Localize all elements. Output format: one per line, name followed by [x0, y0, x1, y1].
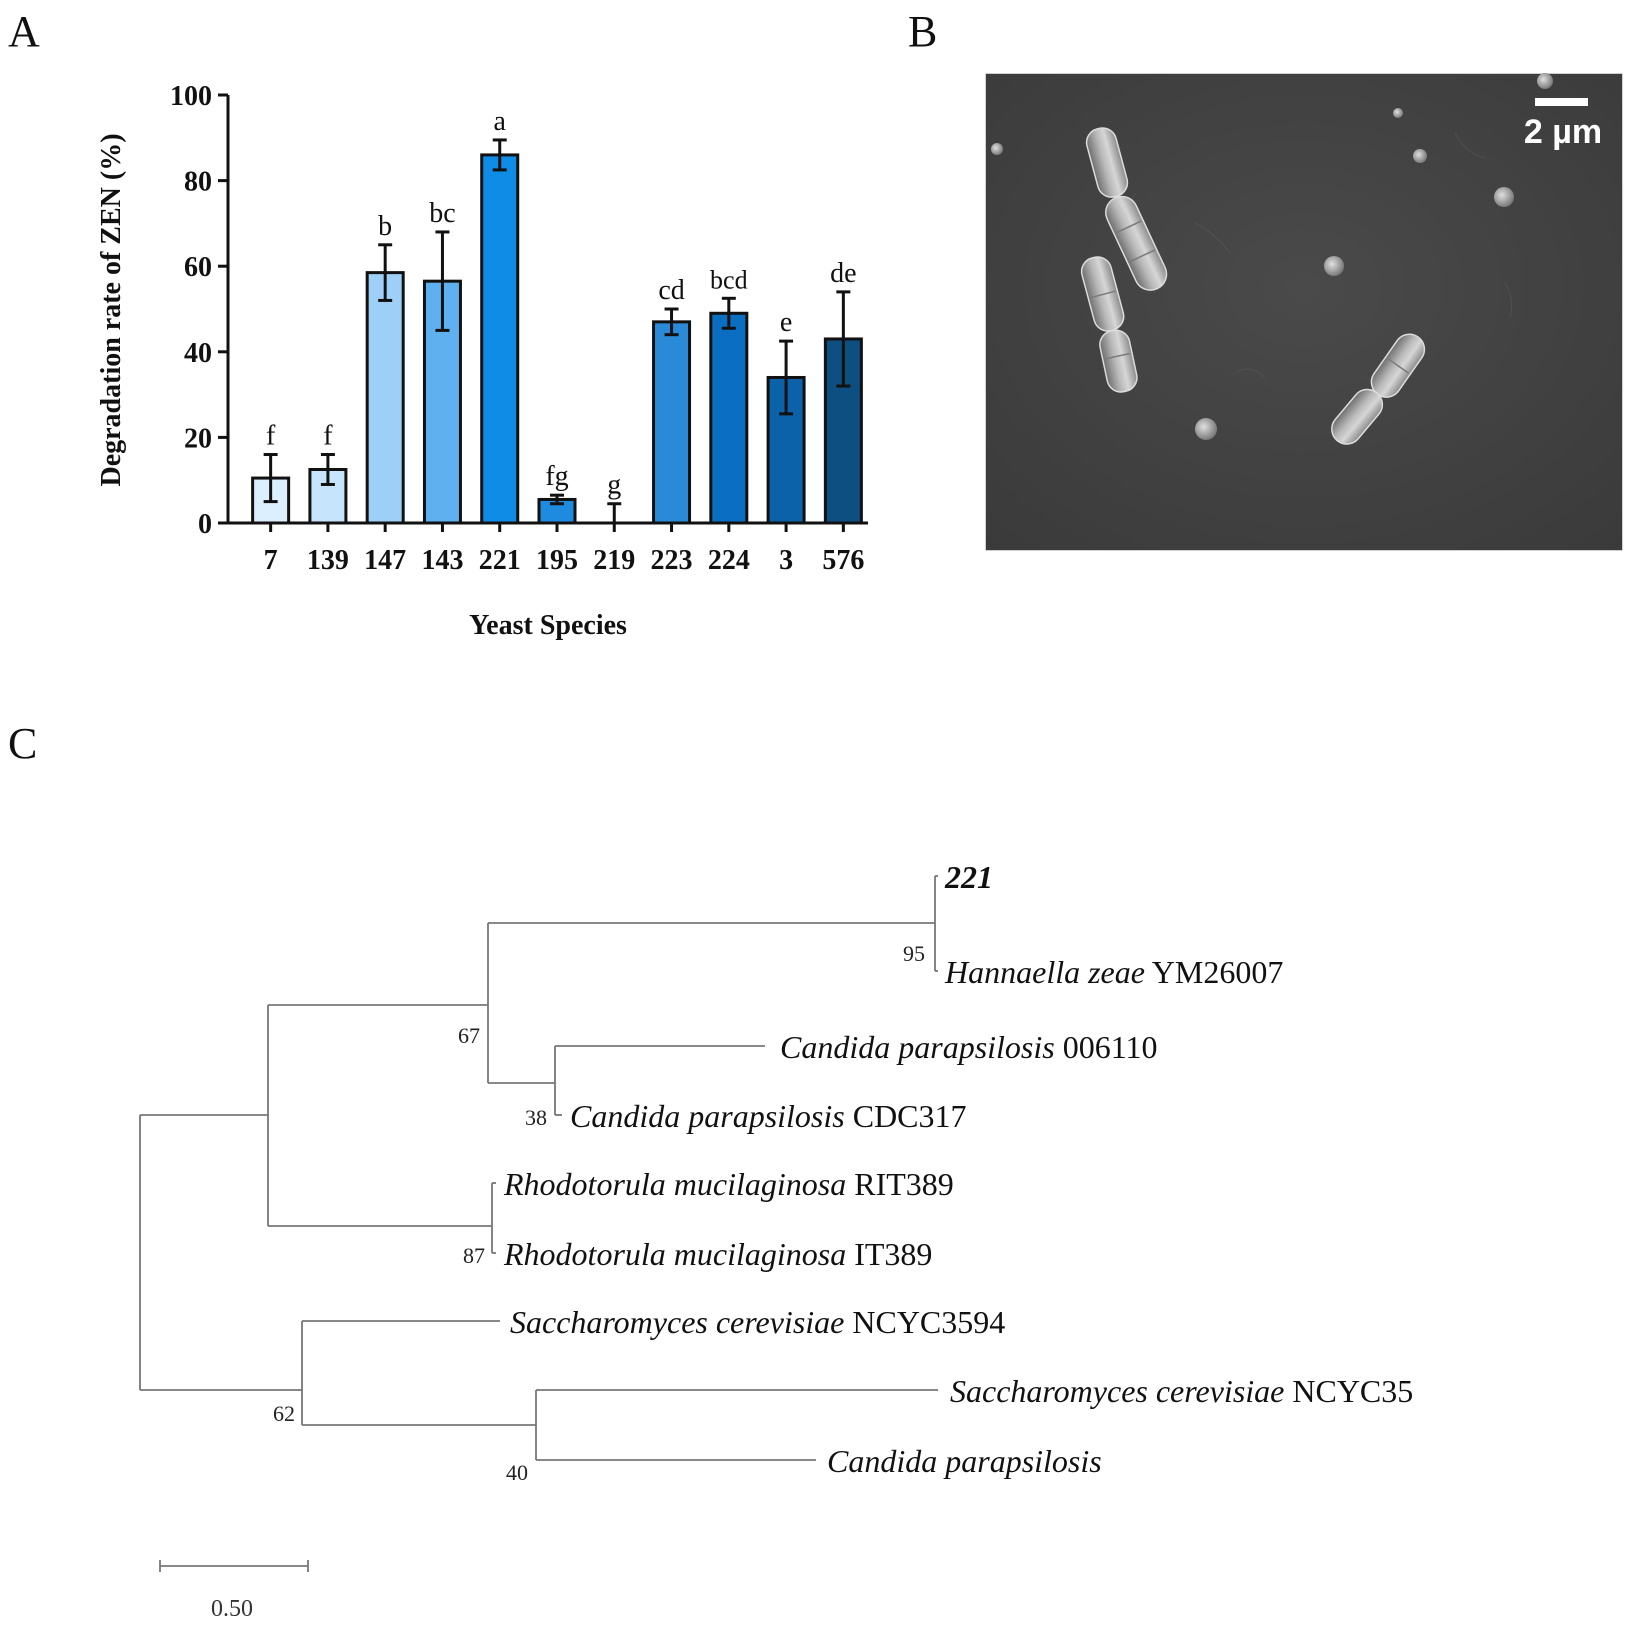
x-tick-label-3: 3 — [779, 545, 793, 576]
significance-letter-221: a — [494, 106, 507, 137]
x-tick-label-143: 143 — [421, 545, 463, 576]
x-tick-label-195: 195 — [536, 545, 578, 576]
y-tick-label: 20 — [184, 423, 212, 454]
leaf-candida-cdc317: Candida parapsilosis CDC317 — [570, 1098, 967, 1134]
panel-label-a: A — [8, 7, 40, 56]
significance-letter-147: b — [378, 211, 392, 242]
leaf-candida-006110: Candida parapsilosis 006110 — [780, 1029, 1158, 1065]
significance-letter-3: e — [780, 307, 792, 338]
yeast-cells — [1080, 127, 1426, 445]
bootstrap-67: 67 — [458, 1023, 480, 1048]
significance-letter-7: f — [266, 421, 276, 452]
x-tick-label-219: 219 — [593, 545, 635, 576]
leaf-221: 221 — [944, 859, 993, 895]
tree-branches — [139, 875, 938, 1461]
significance-letter-219: g — [607, 470, 621, 501]
significance-letter-139: f — [323, 421, 333, 452]
bootstrap-95: 95 — [903, 941, 925, 966]
x-axis-title: Yeast Species — [469, 610, 627, 641]
panel-label-b: B — [908, 7, 938, 56]
bootstrap-62: 62 — [273, 1401, 295, 1426]
x-tick-label-7: 7 — [264, 545, 278, 576]
leaf-rhodotorula-rit389: Rhodotorula mucilaginosa RIT389 — [503, 1166, 954, 1202]
tree-scale-bar — [159, 1560, 309, 1572]
significance-letter-195: fg — [545, 461, 568, 492]
sem-scale-bar — [1535, 98, 1588, 106]
significance-letter-223: cd — [658, 275, 684, 306]
panel-label-c: C — [8, 719, 38, 768]
sem-scale-label: 2 µm — [1524, 113, 1602, 151]
leaf-saccharomyces-ncyc3594: Saccharomyces cerevisiae NCYC3594 — [510, 1304, 1005, 1340]
bootstrap-38: 38 — [525, 1105, 547, 1130]
leaf-rhodotorula-it389: Rhodotorula mucilaginosa IT389 — [503, 1236, 932, 1272]
y-tick-label: 40 — [184, 338, 212, 369]
x-tick-label-221: 221 — [479, 545, 521, 576]
leaf-saccharomyces-ncyc35: Saccharomyces cerevisiae NCYC35 — [950, 1373, 1413, 1409]
tree-scale-label: 0.50 — [211, 1596, 253, 1622]
spores — [991, 73, 1553, 440]
significance-letter-143: bc — [429, 198, 455, 229]
phylogenetic-tree: 221 Hannaella zeae YM26007 Candida parap… — [139, 859, 1413, 1622]
x-tick-label-139: 139 — [307, 545, 349, 576]
bootstrap-40: 40 — [506, 1460, 528, 1485]
bar-221 — [480, 153, 520, 525]
bar-223 — [652, 320, 692, 525]
y-tick-label: 0 — [198, 509, 212, 540]
y-tick-label: 100 — [170, 81, 212, 112]
significance-letter-576: de — [830, 258, 856, 289]
x-tick-label-576: 576 — [822, 545, 864, 576]
y-tick-label: 60 — [184, 252, 212, 283]
bar-147 — [365, 271, 405, 525]
bar-224 — [709, 311, 749, 525]
bootstrap-87: 87 — [463, 1243, 485, 1268]
y-axis-title: Degradation rate of ZEN (%) — [96, 133, 127, 486]
significance-letter-224: bcd — [710, 265, 748, 294]
y-tick-label: 80 — [184, 167, 212, 198]
leaf-candida-parapsilosis: Candida parapsilosis — [827, 1443, 1102, 1479]
sem-micrograph: 2 µm — [985, 73, 1623, 551]
x-tick-label-147: 147 — [364, 545, 406, 576]
bar-chart: Degradation rate of ZEN (%) Yeast Specie… — [96, 81, 868, 641]
leaf-hannaella-zeae: Hannaella zeae YM26007 — [944, 954, 1283, 990]
x-tick-label-224: 224 — [708, 545, 750, 576]
x-tick-label-223: 223 — [651, 545, 693, 576]
